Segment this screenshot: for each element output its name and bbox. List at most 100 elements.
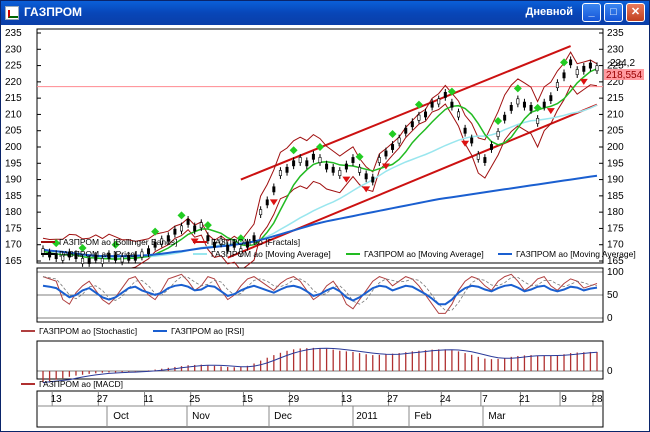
time-axis-day-label: 7 <box>482 394 488 405</box>
price-candle <box>397 137 401 144</box>
price-candle <box>331 166 335 173</box>
price-y-label-right: 175 <box>607 223 624 234</box>
fractal-up-marker <box>355 152 364 161</box>
fractal-up-marker <box>151 227 160 236</box>
price-candle <box>364 173 368 180</box>
oscillator-series <box>42 273 598 314</box>
price-candle <box>437 98 441 105</box>
price-candle <box>549 95 553 102</box>
price-candle <box>193 225 197 232</box>
price-y-label-right: 180 <box>607 207 624 218</box>
price-candle <box>226 245 230 251</box>
title-bar[interactable]: ГАЗПРОМ Дневной _ □ ✕ <box>1 1 649 25</box>
fractal-up-marker <box>236 234 245 243</box>
price-candle <box>569 59 573 66</box>
price-candle <box>516 98 520 105</box>
price-candle <box>114 254 118 261</box>
price-candle <box>377 157 381 163</box>
price-y-label-left: 235 <box>5 28 22 39</box>
price-candle <box>74 253 78 260</box>
fractal-up-marker <box>513 84 522 93</box>
price-candle <box>120 256 124 263</box>
time-axis-day-label: 25 <box>189 394 201 405</box>
time-axis-day-label: 29 <box>288 394 300 405</box>
time-axis-day-label: 13 <box>341 394 353 405</box>
price-candle <box>127 254 131 261</box>
fractal-markers <box>52 58 588 274</box>
macd-legend-label: ГАЗПРОМ ао [MACD] <box>39 379 123 389</box>
fractal-up-marker <box>414 100 423 109</box>
time-axis-month-label: Oct <box>113 411 129 422</box>
price-candle <box>575 69 579 75</box>
price-candle <box>562 72 566 79</box>
price-y-label-left: 185 <box>5 191 22 202</box>
price-candle <box>160 238 164 245</box>
price-legend: ГАЗПРОМ ао [Bollinger Bands] ГАЗПРОМ ао [… <box>41 237 636 259</box>
price-candle <box>450 101 454 108</box>
price-y-label-left: 230 <box>5 44 22 55</box>
macd-y-label: 0 <box>607 366 613 377</box>
price-candle <box>186 219 190 225</box>
price-y-label-left: 205 <box>5 126 22 137</box>
price-y-label-right: 190 <box>607 175 624 186</box>
time-axis-month-label: 2011 <box>356 411 378 422</box>
oscillator-legend-label: ГАЗПРОМ ао [RSI] <box>171 326 244 336</box>
time-axis-day-label: 28 <box>591 394 603 405</box>
price-y-label-left: 180 <box>5 207 22 218</box>
price-candle <box>180 225 184 232</box>
price-candle <box>292 160 296 167</box>
price-candle <box>81 258 85 264</box>
price-candle <box>536 118 540 124</box>
price-y-label-left: 220 <box>5 77 22 88</box>
oscillator-legend: ГАЗПРОМ ао [Stochastic] ГАЗПРОМ ао [RSI] <box>21 326 244 336</box>
price-candle <box>311 153 315 160</box>
price-y-label-right: 230 <box>607 44 624 55</box>
fractal-up-marker <box>560 58 569 67</box>
price-y-axis: 235 235 230 230 225 225 220 220 215 215 210 210 205 2… <box>5 28 624 267</box>
time-axis-day-label: 21 <box>519 394 531 405</box>
price-candle <box>212 241 216 248</box>
price-series <box>41 45 599 284</box>
price-candle <box>272 186 276 193</box>
price-y-label-right: 205 <box>607 126 624 137</box>
price-candle <box>588 62 592 69</box>
time-axis-month-label: Nov <box>192 411 210 422</box>
fractal-up-marker <box>316 143 324 151</box>
price-candle <box>61 254 65 261</box>
fractal-up-marker <box>111 240 120 249</box>
fractal-up-marker <box>78 243 87 252</box>
price-candle <box>199 222 203 229</box>
close-button[interactable]: ✕ <box>626 3 645 22</box>
price-candle <box>265 199 269 206</box>
bollinger-upper-line <box>42 51 598 242</box>
price-candle <box>252 235 256 242</box>
period-label[interactable]: Дневной <box>525 6 574 18</box>
time-axis[interactable] <box>36 390 604 428</box>
price-candle <box>351 157 355 163</box>
time-axis-day-label: 11 <box>143 394 154 405</box>
price-y-label-left: 170 <box>5 240 22 251</box>
oscillator-legend-label: ГАЗПРОМ ао [Stochastic] <box>39 326 137 336</box>
price-candle <box>344 163 348 170</box>
price-candle <box>503 114 507 121</box>
macd-signal-line <box>42 347 598 384</box>
price-candle <box>107 253 111 260</box>
fractal-down-marker <box>546 108 555 115</box>
minimize-button[interactable]: _ <box>582 3 601 22</box>
rsi-line <box>42 283 598 306</box>
price-candle <box>94 254 98 261</box>
price-candle <box>305 160 309 167</box>
price-candle <box>542 101 546 108</box>
time-axis-day-label: 15 <box>242 394 254 405</box>
last-value-label: 224,2 <box>610 58 635 69</box>
restore-button[interactable]: □ <box>604 3 623 22</box>
chart-app-icon <box>5 6 19 20</box>
price-candle <box>463 127 467 134</box>
price-candle <box>133 254 137 261</box>
price-y-label-right: 170 <box>607 240 624 251</box>
price-candle <box>430 101 434 108</box>
price-candle <box>358 166 362 173</box>
macd-histogram <box>42 347 598 384</box>
